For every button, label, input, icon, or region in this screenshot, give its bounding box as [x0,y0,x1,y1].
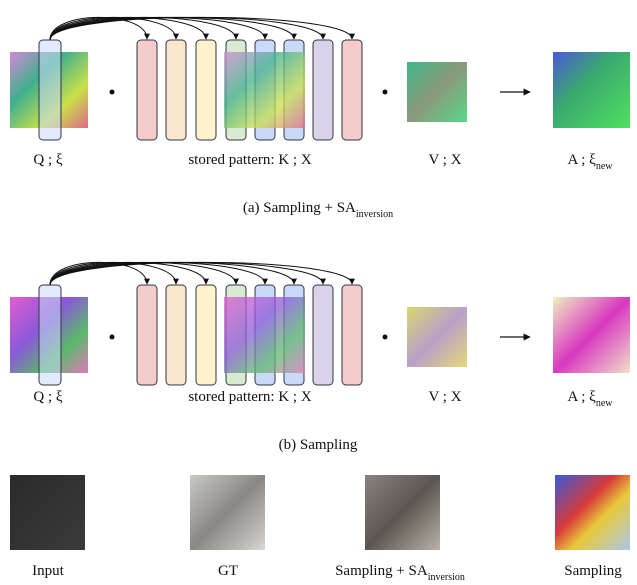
key-column [166,40,186,140]
result-label-text: Sampling [564,563,622,579]
key-column [137,285,157,385]
a-label-text: A ; ξ [567,152,596,168]
result-label-text: Sampling + SA [335,563,428,579]
k-label: stored pattern: K ; X [188,152,311,168]
output-image [553,52,630,128]
result-label-text: Input [32,563,64,579]
v-label-text: V ; X [428,389,461,405]
caption-sub: inversion [356,209,393,220]
attention-arc [50,262,265,285]
figure: Q ; ξstored pattern: K ; XV ; XA ; ξnew(… [0,0,637,585]
result-label: Sampling + SAinversion [335,563,465,583]
key-column [342,285,362,385]
output-image [553,297,630,373]
a-label: A ; ξnew [567,152,613,172]
caption-text: (b) Sampling [279,437,358,453]
a-label: A ; ξnew [567,389,613,409]
key-column [313,285,333,385]
result-label-text: GT [218,563,238,579]
query-bar [39,40,61,140]
dot-operator [110,335,115,340]
attention-arc [50,17,265,40]
key-column [166,285,186,385]
k-label-text: stored pattern: K ; X [188,152,311,168]
v-label-text: V ; X [428,152,461,168]
a-label-text: A ; ξ [567,389,596,405]
key-column [196,285,216,385]
value-image [407,62,467,122]
result-label-sub: inversion [428,572,465,583]
key-image [224,52,305,128]
result-label: GT [218,563,238,579]
result-label: Sampling [564,563,622,579]
v-label: V ; X [428,152,461,168]
value-image [407,307,467,367]
dot-operator [110,90,115,95]
a-label-sub: new [596,161,613,172]
q-label-text: Q ; ξ [33,389,63,405]
query-bar [39,285,61,385]
k-label: stored pattern: K ; X [188,389,311,405]
dot-operator [383,335,388,340]
result-image [10,475,85,550]
v-label: V ; X [428,389,461,405]
key-column [342,40,362,140]
q-label: Q ; ξ [33,152,63,168]
key-column [137,40,157,140]
caption-text: (a) Sampling + SA [243,200,356,216]
q-label-text: Q ; ξ [33,152,63,168]
dot-operator [383,90,388,95]
q-label: Q ; ξ [33,389,63,405]
key-column [196,40,216,140]
caption: (b) Sampling [279,437,358,453]
result-image [365,475,440,550]
key-column [313,40,333,140]
key-image [224,297,305,373]
result-image [555,475,630,550]
k-label-text: stored pattern: K ; X [188,389,311,405]
caption: (a) Sampling + SAinversion [243,200,393,220]
result-image [190,475,265,550]
a-label-sub: new [596,398,613,409]
result-label: Input [32,563,64,579]
